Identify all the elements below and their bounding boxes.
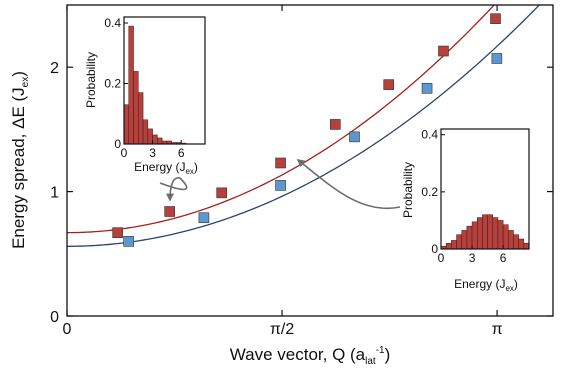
- inset-frame: [123, 16, 206, 145]
- inset-bar-7: [476, 217, 483, 250]
- data-point-s0-0: [112, 227, 123, 238]
- y-tick-label-0: 0: [50, 309, 59, 326]
- data-point-s1-1: [198, 212, 210, 224]
- inset-bar-2: [133, 71, 139, 145]
- inset-ticks: 0 3 6 0 0.2 0.4: [104, 16, 185, 160]
- inset-x-tick-label-1: 3: [149, 146, 156, 160]
- data-point-s0-6: [438, 45, 449, 57]
- x-tick-label-2: π: [492, 321, 503, 338]
- inset-x-tick-label-2: 6: [178, 146, 185, 160]
- inset-bar-3: [138, 92, 144, 145]
- axis-ticks: 0 π/2 π 0 1 2: [50, 5, 553, 338]
- inset-frame: [440, 128, 530, 250]
- inset-x-tick-label-0: 0: [438, 251, 445, 265]
- inset-bar-4: [142, 119, 149, 145]
- inset-pointer-arrow-high: [296, 159, 401, 210]
- inset-bar-16: [523, 243, 530, 250]
- inset-y-tick-label-0: 0: [431, 242, 438, 256]
- inset-x-tick-label-2: 6: [500, 251, 507, 265]
- inset-y-label: Probability: [401, 162, 415, 218]
- inset-x-tick-label-0: 0: [121, 146, 128, 160]
- inset-bar-13: [508, 230, 514, 250]
- y-axis-label: Energy spread, ΔE (Jex): [9, 71, 31, 249]
- data-point-s1-0: [123, 236, 134, 247]
- inset-bar-4: [461, 230, 468, 250]
- data-point-s0-5: [383, 79, 395, 90]
- data-point-s0-1: [164, 206, 175, 217]
- inset-bar-3: [456, 234, 462, 250]
- inset-bar-11: [497, 220, 504, 250]
- inset-bar-6: [152, 134, 158, 145]
- inset-bar-9: [487, 214, 494, 250]
- inset-bar-5: [466, 225, 473, 250]
- inset-y-tick-label-2: 0.4: [421, 128, 438, 142]
- inset-bars: [123, 25, 187, 145]
- inset-bar-15: [518, 238, 525, 250]
- inset-y-tick-label-0: 0: [114, 137, 121, 151]
- inset-bar-14: [513, 234, 519, 250]
- data-points: [112, 13, 503, 247]
- inset-y-tick-label-2: 0.4: [104, 16, 121, 30]
- inset-x-tick-label-1: 3: [469, 251, 476, 265]
- data-point-s1-4: [421, 83, 433, 94]
- data-point-s1-3: [349, 131, 360, 143]
- inset-bar-2: [451, 240, 457, 250]
- inset-bar-6: [471, 221, 478, 250]
- inset-bar-5: [147, 128, 153, 145]
- inset-bar-1: [445, 243, 452, 250]
- inset-histogram-low-q: 0 3 6 0 0.2 0.4 Probability Energy (Jex): [84, 16, 206, 176]
- inset-x-label: Energy (Jex): [134, 160, 198, 176]
- plot-frame: [66, 4, 554, 317]
- inset-bar-8: [482, 214, 488, 250]
- inset-ticks: 0 3 6 0 0.2 0.4: [421, 128, 506, 265]
- y-tick-label-2: 2: [50, 60, 59, 77]
- x-axis-label: Wave vector, Q (alat-1): [230, 345, 391, 367]
- x-tick-label-1: π/2: [270, 321, 294, 338]
- inset-pointer-arrow-low: [159, 177, 188, 202]
- inset-bar-10: [492, 217, 499, 250]
- inset-bar-0: [123, 104, 130, 145]
- inset-histogram-high-q: 0 3 6 0 0.2 0.4 Probability Energy (Jex): [401, 128, 530, 293]
- y-tick-label-1: 1: [50, 185, 59, 202]
- inset-bar-12: [502, 224, 509, 250]
- x-tick-label-0: 0: [63, 321, 72, 338]
- inset-y-label: Probability: [84, 52, 98, 108]
- inset-y-tick-label-1: 0.2: [104, 77, 121, 91]
- data-point-s1-2: [275, 180, 286, 191]
- data-point-s1-5: [491, 53, 503, 64]
- fit-line-0: [67, 5, 496, 234]
- data-point-s0-7: [490, 13, 501, 24]
- inset-x-label: Energy (Jex): [454, 277, 518, 293]
- inset-y-tick-label-1: 0.2: [421, 185, 438, 199]
- data-point-s0-3: [275, 157, 286, 169]
- inset-bar-7: [157, 137, 163, 145]
- inset-bar-1: [128, 25, 134, 145]
- fit-curves: [67, 5, 541, 247]
- data-point-s0-4: [330, 119, 341, 130]
- fit-line-1: [67, 5, 541, 247]
- data-point-s0-2: [216, 187, 227, 199]
